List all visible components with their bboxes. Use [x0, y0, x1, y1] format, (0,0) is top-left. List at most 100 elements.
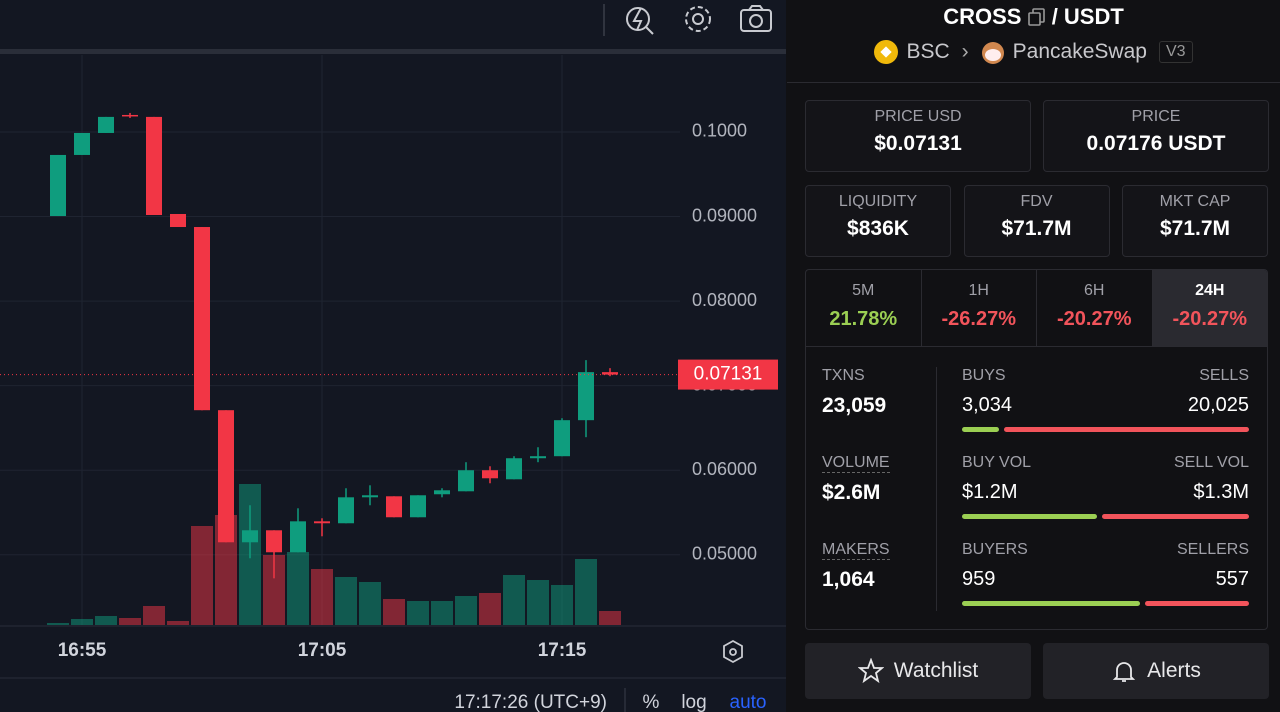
period-label: 5M	[852, 282, 875, 299]
volume-bar	[311, 569, 333, 625]
candle-body	[506, 458, 522, 480]
candle-body	[578, 372, 594, 421]
activity-total: 23,059	[822, 394, 887, 417]
percent-toggle[interactable]: %	[643, 692, 660, 712]
card-label: LIQUIDITY	[838, 193, 918, 210]
info-panel: CROSS / USDT BSC › PancakeSwap V3 PRICE …	[787, 0, 1280, 712]
candle-body	[242, 530, 258, 543]
alerts-button[interactable]: Alerts	[1043, 643, 1269, 699]
candle-body	[386, 496, 402, 518]
volume-bar	[551, 585, 573, 625]
pair-title: CROSS / USDT	[787, 4, 1280, 30]
watchlist-button[interactable]: Watchlist	[805, 643, 1031, 699]
volume-bar	[479, 593, 501, 625]
icon-camera[interactable]	[740, 5, 772, 32]
toolbar-divider	[0, 49, 786, 54]
divider	[787, 82, 1280, 83]
star-icon	[857, 658, 884, 684]
y-tick-label: 0.1000	[692, 121, 747, 141]
metric-card: FDV $71.7M	[963, 185, 1110, 257]
candle-body	[458, 470, 474, 492]
dex-icon	[981, 42, 1004, 64]
chain-row: BSC › PancakeSwap V3	[787, 40, 1280, 64]
candle-body	[50, 154, 66, 217]
candle-body	[362, 495, 378, 498]
volume-bar	[503, 575, 525, 625]
period-tab[interactable]: 1H -26.27%	[920, 270, 1037, 347]
volume-bar	[407, 601, 429, 625]
activity-label: VOLUME	[822, 454, 890, 473]
period-label: 24H	[1195, 282, 1225, 299]
dex: PancakeSwap	[1012, 40, 1147, 63]
period-tab[interactable]: 6H -20.27%	[1036, 270, 1152, 347]
base-symbol: CROSS	[943, 4, 1022, 29]
activity-total: 1,064	[822, 568, 875, 591]
icon-settings[interactable]	[685, 6, 711, 32]
price-card: PRICE USD $0.07131	[805, 100, 1031, 172]
left-name: BUYERS	[962, 541, 1028, 558]
period-tab[interactable]: 5M 21.78%	[806, 270, 921, 347]
volume-bar	[527, 580, 549, 625]
right-value: $1.3M	[1193, 481, 1249, 503]
candle-body	[290, 521, 306, 553]
candle-body	[602, 372, 618, 375]
period-tabs: 5M 21.78% 1H -26.27% 6H -20.27% 24H -20.27%	[805, 269, 1268, 347]
icon-indicator[interactable]	[626, 7, 654, 35]
volume-bar	[119, 618, 141, 625]
activity-box: TXNS 23,059 BUYS SELLS 3,034 20,025 VOLUME $2.6…	[805, 346, 1268, 630]
copy-icon[interactable]	[1027, 8, 1046, 26]
volume-bar	[455, 596, 477, 625]
period-tab[interactable]: 24H -20.27%	[1151, 270, 1267, 347]
sell-bar	[1102, 514, 1249, 519]
version-badge: V3	[1158, 41, 1193, 63]
period-change: 21.78%	[829, 308, 898, 330]
card-label: MKT CAP	[1159, 193, 1231, 210]
right-value: 557	[1215, 568, 1249, 590]
card-label: PRICE USD	[874, 108, 962, 125]
card-value: $71.7M	[1001, 217, 1072, 240]
buy-bar	[962, 427, 1000, 432]
x-tick-label: 17:15	[538, 640, 587, 661]
volume-bar	[359, 582, 381, 625]
left-name: BUYS	[962, 367, 1006, 384]
button-label: Watchlist	[893, 659, 979, 682]
volume-bar	[215, 515, 237, 625]
candle-body	[170, 213, 186, 228]
volume-bar	[431, 601, 453, 625]
y-tick-label: 0.06000	[692, 459, 757, 479]
quote-symbol: / USDT	[1051, 4, 1124, 29]
y-tick-label: 0.09000	[692, 205, 757, 225]
left-name: BUY VOL	[962, 454, 1032, 471]
log-toggle[interactable]: log	[681, 692, 706, 712]
vertical-divider	[936, 367, 937, 611]
sell-bar	[1145, 601, 1249, 606]
last-price-label: 0.07131	[694, 364, 763, 385]
candle-body	[122, 114, 138, 117]
volume-bar	[167, 621, 189, 625]
x-tick-label: 16:55	[58, 640, 107, 661]
bsc-icon	[874, 40, 899, 64]
candle-body	[530, 456, 546, 459]
period-label: 1H	[968, 282, 989, 299]
candle-body	[146, 116, 162, 216]
metric-card: LIQUIDITY $836K	[805, 185, 951, 257]
right-name: SELL VOL	[1173, 454, 1249, 471]
volume-bar	[47, 623, 69, 625]
volume-bar	[335, 577, 357, 625]
candle-body	[338, 497, 354, 524]
icon-axis-settings[interactable]	[723, 639, 743, 664]
card-label: PRICE	[1131, 108, 1181, 125]
period-label: 6H	[1084, 282, 1105, 299]
auto-toggle[interactable]: auto	[730, 692, 767, 712]
candle-body	[74, 132, 90, 155]
candle-body	[98, 116, 114, 133]
bell-icon	[1112, 662, 1136, 682]
volume-bar	[575, 559, 597, 625]
activity-total: $2.6M	[822, 481, 881, 504]
activity-label: MAKERS	[822, 541, 890, 560]
candle-body	[482, 470, 498, 479]
period-change: -20.27%	[1057, 308, 1132, 330]
buy-bar	[962, 514, 1098, 519]
candle-body	[266, 530, 282, 553]
